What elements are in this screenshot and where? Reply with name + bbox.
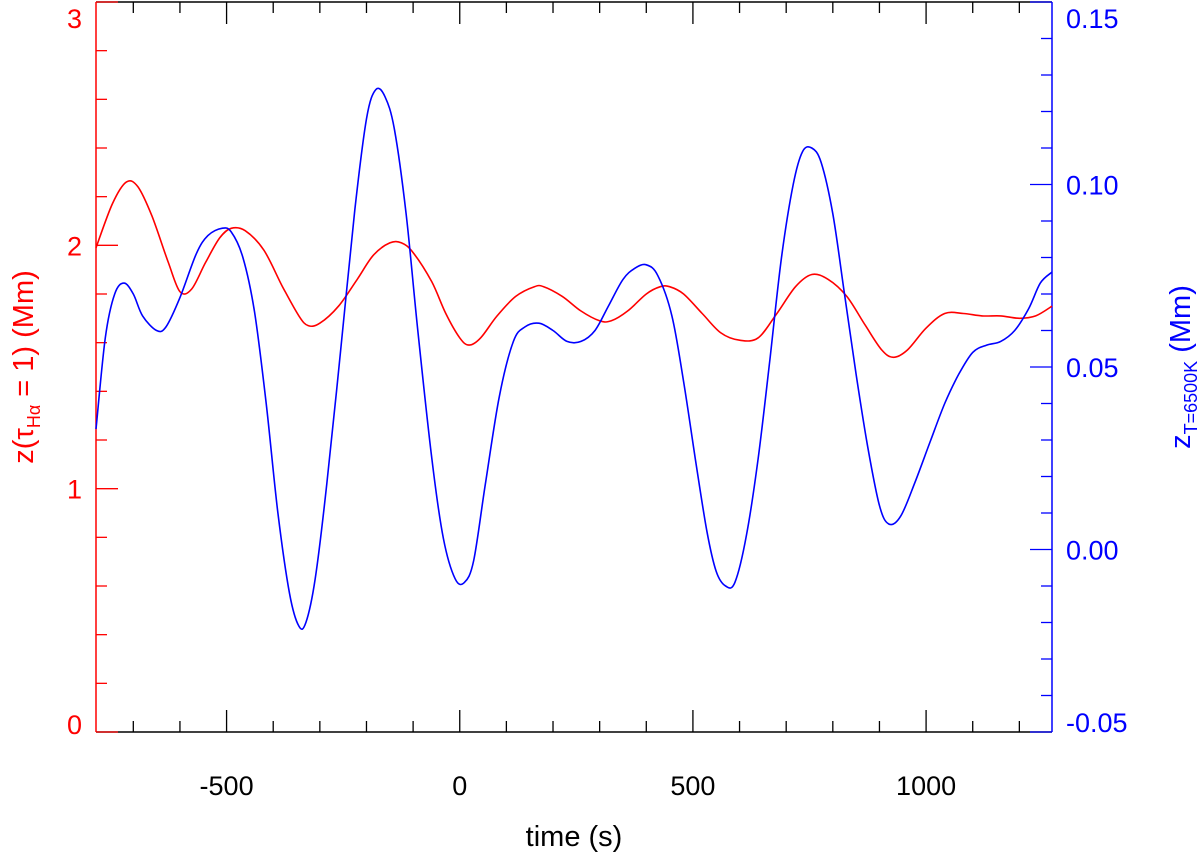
x-tick-label: -500 — [200, 771, 254, 801]
x-tick-label: 0 — [452, 771, 467, 801]
axis-ticks — [96, 1, 1052, 733]
right-axis-title-suffix: (Mm) — [1165, 285, 1197, 361]
tick-labels: -500 0 500 1000 0 1 2 3 -0.05 0.00 0.05 0.10 0.15 — [67, 4, 1128, 801]
left-axis-title-prefix: z(τ — [8, 428, 40, 464]
series-lines — [95, 87, 1053, 630]
series-line-blue — [95, 87, 1053, 630]
left-tick-label: 2 — [67, 231, 82, 261]
right-axis-title-prefix: z — [1165, 434, 1197, 449]
left-axis-title-suffix: = 1) (Mm) — [8, 270, 40, 405]
x-tick-label: 1000 — [896, 771, 956, 801]
left-tick-label: 0 — [67, 710, 82, 740]
right-axis-title-sub: T=6500K — [1181, 361, 1200, 435]
right-tick-label: -0.05 — [1066, 708, 1128, 738]
left-tick-label: 3 — [67, 4, 82, 34]
series-line-red — [95, 180, 1053, 359]
left-axis-title: z(τHα = 1) (Mm) — [8, 270, 44, 464]
x-axis-title: time (s) — [526, 821, 623, 853]
x-tick-label: 500 — [670, 771, 715, 801]
right-tick-label: 0.15 — [1066, 4, 1119, 34]
right-tick-label: 0.05 — [1066, 353, 1119, 383]
plot-frame — [95, 1, 1053, 733]
right-axis-title: zT=6500K (Mm) — [1165, 285, 1200, 449]
right-tick-label: 0.00 — [1066, 536, 1119, 566]
left-tick-label: 1 — [67, 475, 82, 505]
right-tick-label: 0.10 — [1066, 171, 1119, 201]
left-axis-title-sub: Hα — [24, 405, 44, 428]
